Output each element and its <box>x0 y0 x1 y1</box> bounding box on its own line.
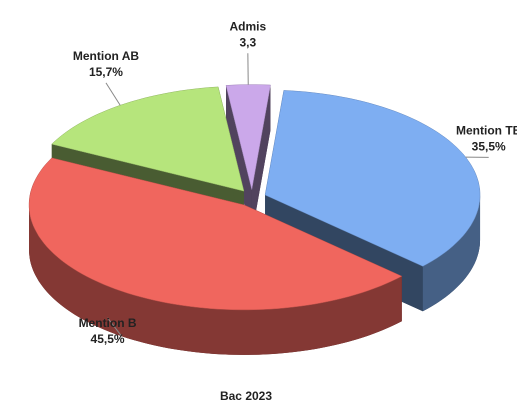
slice-label: Mention B <box>79 316 137 330</box>
chart-title: Bac 2023 <box>220 389 272 400</box>
slice <box>225 84 271 235</box>
slice <box>28 157 403 355</box>
slice-value-label: 15,7% <box>89 65 123 79</box>
slice-value-label: 35,5% <box>472 140 506 154</box>
slice-label: Mention TB <box>456 124 517 138</box>
slice-cut <box>251 85 271 235</box>
slice-wall <box>29 204 402 355</box>
slice-label: Admis <box>229 19 266 33</box>
slice-wall <box>422 195 481 312</box>
leader-line <box>107 317 123 337</box>
slice-label: Mention AB <box>73 49 140 63</box>
slice-value-label: 45,5% <box>91 332 125 346</box>
slice-cut <box>226 85 252 235</box>
leader-line <box>105 82 121 106</box>
slice-top <box>28 157 403 311</box>
slice-top <box>51 86 245 192</box>
slice-value-label: 3,3 <box>239 35 256 49</box>
